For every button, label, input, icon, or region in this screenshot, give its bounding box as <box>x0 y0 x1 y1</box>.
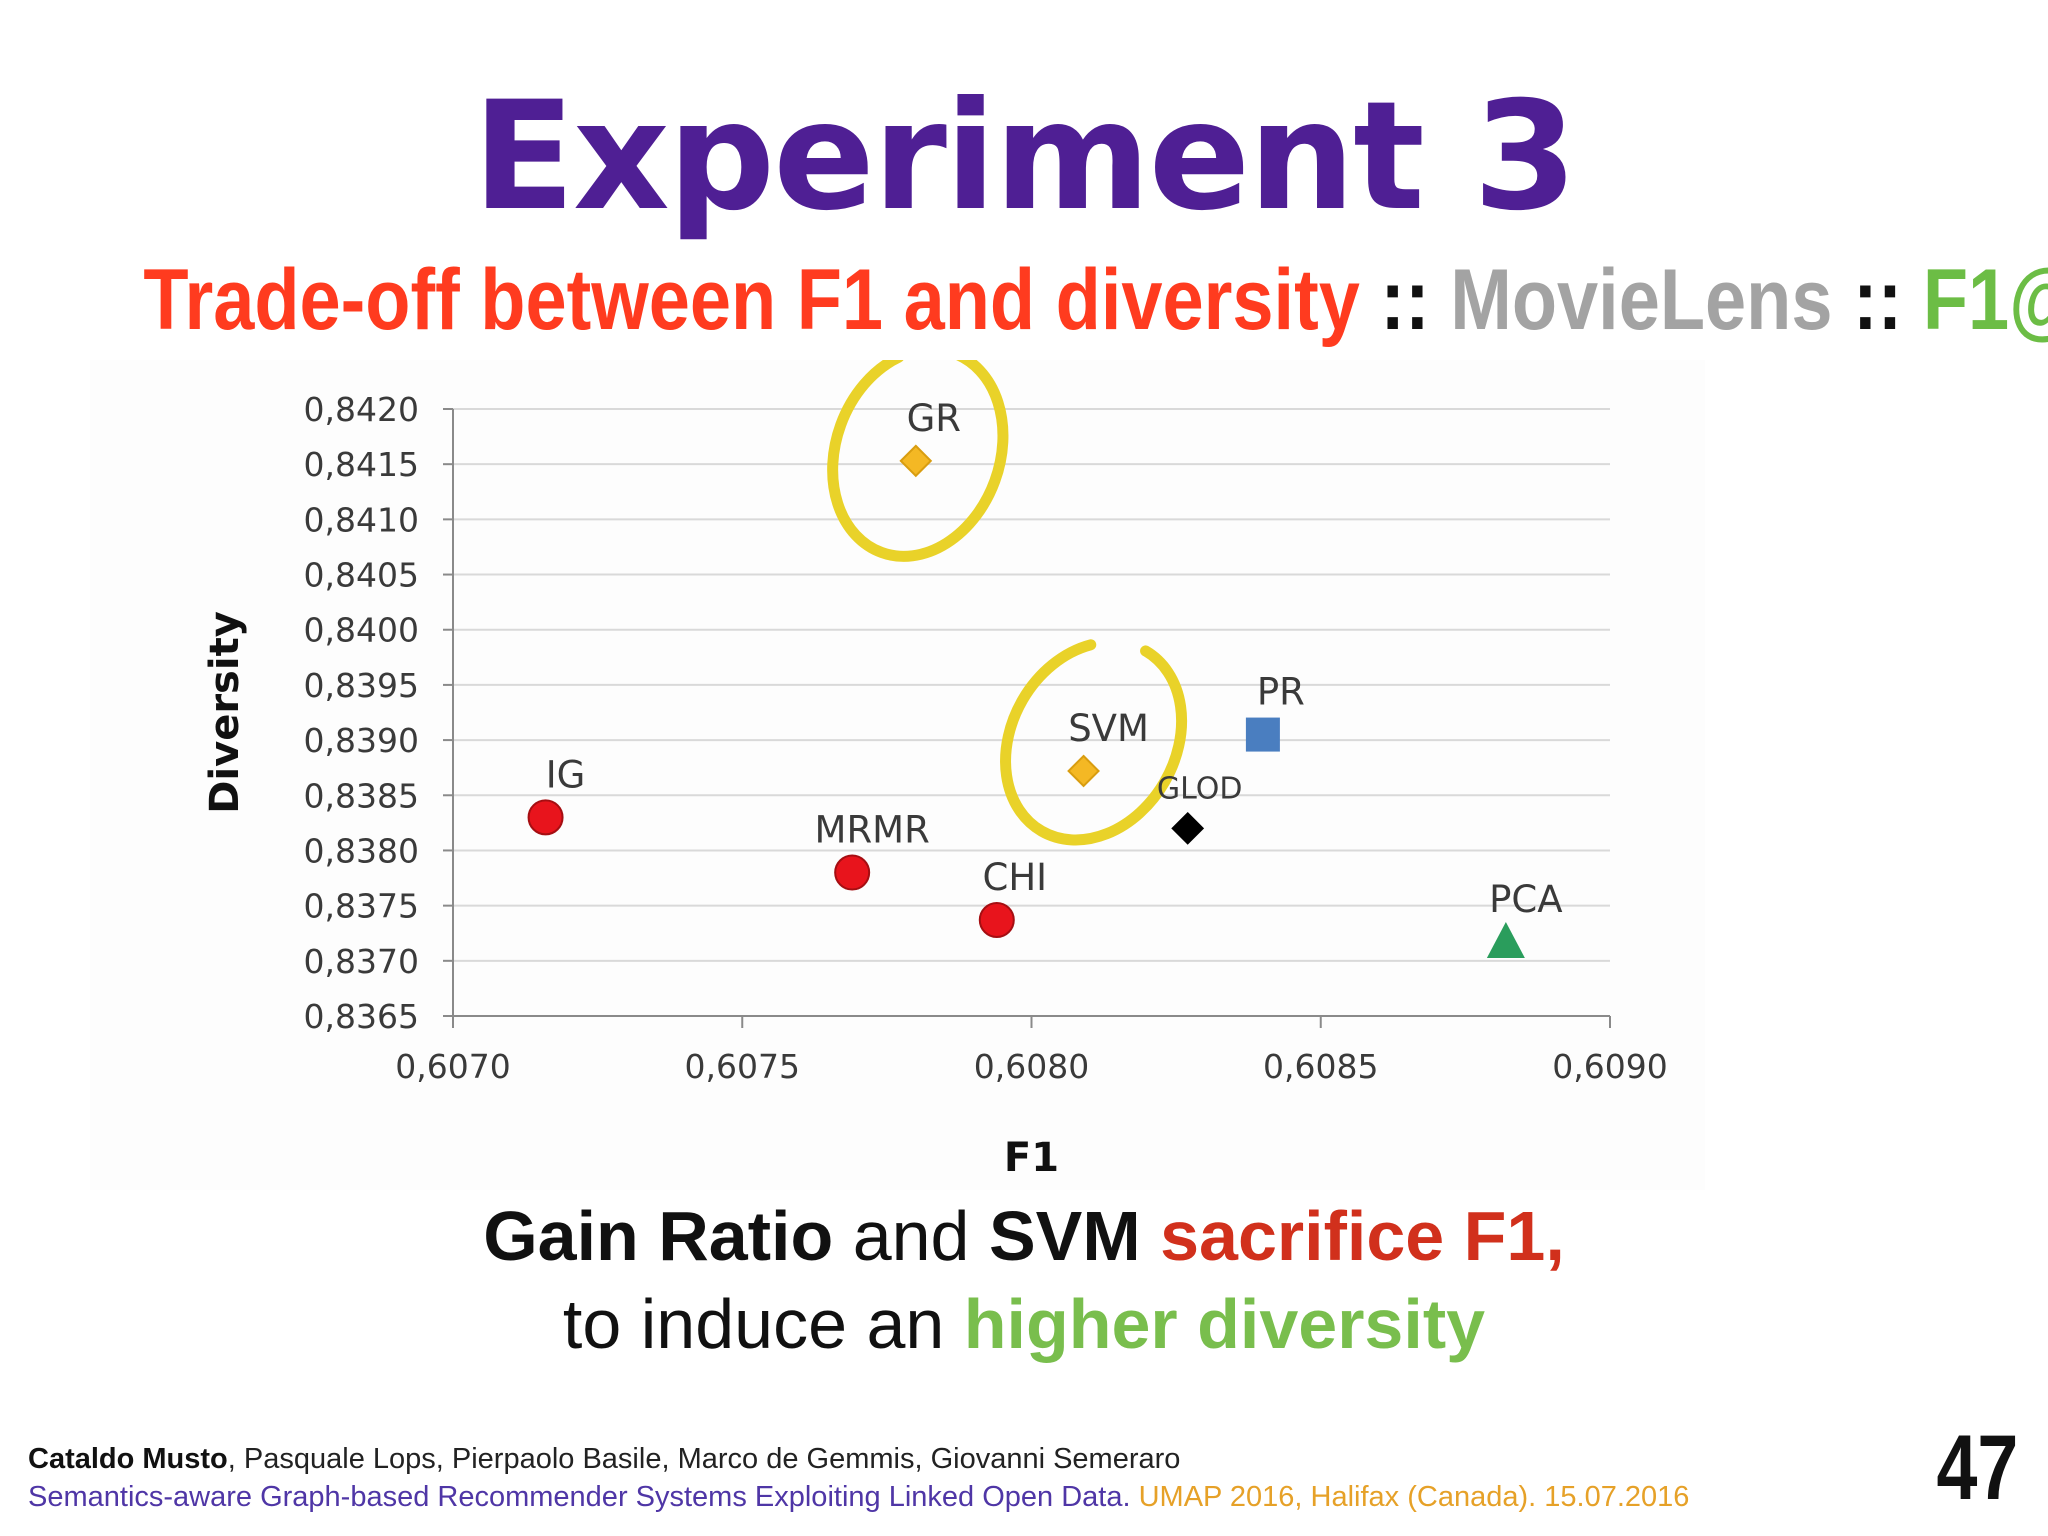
point-label-chi: CHI <box>983 856 1048 899</box>
caption-induce: to induce an <box>562 1285 964 1363</box>
point-svm <box>1067 754 1100 788</box>
slide-title: Experiment 3 <box>472 70 1578 244</box>
subtitle-topic: Trade-off between F1 and diversity <box>143 252 1360 348</box>
y-tick-label: 0,8365 <box>304 997 419 1036</box>
subtitle-dataset: MovieLens <box>1450 252 1833 348</box>
y-tick-label: 0,8400 <box>304 611 419 650</box>
point-label-svm: SVM <box>1068 707 1149 750</box>
y-tick-label: 0,8390 <box>304 721 419 760</box>
y-tick-label: 0,8385 <box>304 776 419 815</box>
caption-line-1: Gain Ratio and SVM sacrifice F1, <box>0 1192 2048 1280</box>
subtitle-separator: :: <box>1359 252 1451 348</box>
subtitle-separator: :: <box>1832 252 1923 348</box>
slide-subtitle: Trade-off between F1 and diversity :: Mo… <box>143 250 2048 350</box>
caption-and: and <box>833 1197 989 1275</box>
footer-paper-title: Semantics-aware Graph-based Recommender … <box>28 1481 1131 1513</box>
x-tick-label: 0,6075 <box>685 1047 800 1086</box>
x-tick-label: 0,6080 <box>974 1047 1089 1086</box>
caption-gain-ratio: Gain Ratio <box>483 1197 834 1275</box>
x-tick-label: 0,6090 <box>1552 1047 1667 1086</box>
caption-sacrifice: sacrifice F1, <box>1140 1197 1565 1275</box>
y-tick-label: 0,8395 <box>304 666 419 705</box>
y-tick-label: 0,8370 <box>304 942 419 981</box>
point-label-mrmr: MRMR <box>815 809 930 852</box>
footer-citation: Semantics-aware Graph-based Recommender … <box>28 1478 1878 1516</box>
caption-higher-diversity: higher diversity <box>963 1285 1486 1363</box>
y-tick-label: 0,8415 <box>304 445 419 484</box>
point-label-pr: PR <box>1257 671 1305 714</box>
page-number: 47 <box>1936 1417 2018 1519</box>
chart-panel: 0,8420 0,8415 0,8410 0,8405 0,8400 0,8395 0,83… <box>90 360 1705 1190</box>
x-axis-title: F1 <box>1004 1135 1059 1181</box>
point-ig <box>527 799 564 836</box>
y-tick-label: 0,8420 <box>304 390 419 429</box>
caption-svm: SVM <box>988 1197 1141 1275</box>
caption-line-2: to induce an higher diversity <box>0 1280 2048 1368</box>
point-label-gr: GR <box>907 397 961 440</box>
point-label-glod: GLOD <box>1157 771 1243 806</box>
point-glod <box>1171 811 1205 845</box>
slide-caption: Gain Ratio and SVM sacrifice F1, to indu… <box>0 1192 2048 1368</box>
y-axis-title: Diversity <box>202 611 248 814</box>
footer-main-author: Cataldo Musto <box>28 1443 228 1475</box>
point-label-pca: PCA <box>1489 878 1562 921</box>
scatter-chart: 0,8420 0,8415 0,8410 0,8405 0,8400 0,8395 0,83… <box>202 360 1668 1181</box>
point-label-ig: IG <box>546 753 586 796</box>
subtitle-metric: F1@5 <box>1922 252 2048 348</box>
y-tick-label: 0,8380 <box>304 831 419 870</box>
point-pca <box>1486 922 1525 959</box>
y-tick-label: 0,8410 <box>304 500 419 539</box>
point-chi <box>978 901 1015 938</box>
x-tick-label: 0,6085 <box>1263 1047 1378 1086</box>
footer-authors: Cataldo Musto, Pasquale Lops, Pierpaolo … <box>28 1440 1878 1478</box>
footer-venue: UMAP 2016, Halifax (Canada). 15.07.2016 <box>1130 1481 1690 1513</box>
highlight-ring <box>1000 636 1188 846</box>
x-tick-label: 0,6070 <box>395 1047 510 1086</box>
y-tick-label: 0,8405 <box>304 556 419 595</box>
y-tick-label: 0,8375 <box>304 887 419 926</box>
highlight-ring <box>827 360 1009 562</box>
point-pr <box>1245 717 1280 752</box>
point-mrmr <box>834 854 871 891</box>
slide-footer: Cataldo Musto, Pasquale Lops, Pierpaolo … <box>28 1440 1878 1516</box>
point-gr <box>899 444 933 478</box>
footer-coauthors: , Pasquale Lops, Pierpaolo Basile, Marco… <box>227 1443 1181 1475</box>
